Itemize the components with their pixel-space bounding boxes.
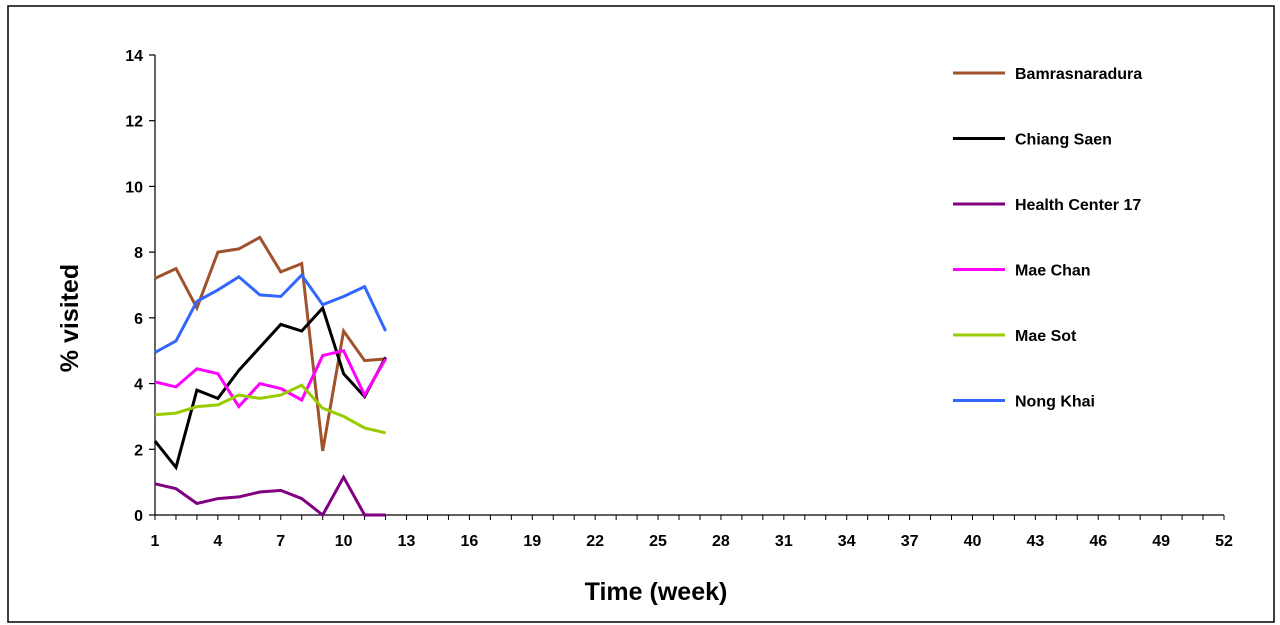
series-layer <box>153 235 387 518</box>
legend-label-nong-khai: Nong Khai <box>1015 394 1095 411</box>
y-axis-title: % visited <box>56 264 84 372</box>
legend-label-bamrasnaradura: Bamrasnaradura <box>1015 66 1142 83</box>
series-line-nong-khai <box>154 272 387 354</box>
chart-border <box>7 5 1275 623</box>
y-tick-label: 8 <box>134 245 143 262</box>
series-line-mae-sot <box>154 383 386 435</box>
x-tick-label: 37 <box>901 533 919 550</box>
legend-label-health-center-17: Health Center 17 <box>1015 197 1141 214</box>
x-axis-title: Time (week) <box>585 578 728 606</box>
x-tick-label: 16 <box>461 533 479 550</box>
legend-label-mae-sot: Mae Sot <box>1015 328 1077 345</box>
y-tick-label: 10 <box>125 179 143 196</box>
x-tick-label: 34 <box>838 533 856 550</box>
x-tick-label: 43 <box>1026 533 1044 550</box>
x-tick-label: 4 <box>213 533 222 550</box>
series-line-bamrasnaradura <box>154 235 386 452</box>
y-tick-label: 12 <box>125 114 143 131</box>
y-tick-label: 14 <box>125 48 143 65</box>
series-line-health-center-17 <box>154 474 386 518</box>
legend: Bamrasnaradura Chiang Saen Health Center 1… <box>953 66 1142 411</box>
x-tick-label: 25 <box>649 533 667 550</box>
legend-label-chiang-saen: Chiang Saen <box>1015 132 1112 149</box>
x-tick-label: 13 <box>398 533 416 550</box>
x-tick-label: 7 <box>276 533 285 550</box>
legend-label-mae-chan: Mae Chan <box>1015 263 1091 280</box>
x-tick-label: 22 <box>586 533 604 550</box>
x-tick-label: 52 <box>1215 533 1233 550</box>
y-tick-label: 2 <box>134 442 143 459</box>
x-tick-label: 31 <box>775 533 793 550</box>
x-tick-label: 49 <box>1152 533 1170 550</box>
y-tick-label: 6 <box>134 311 143 328</box>
y-tick-label: 4 <box>134 377 143 394</box>
x-tick-label: 46 <box>1089 533 1107 550</box>
x-tick-label: 40 <box>964 533 982 550</box>
y-tick-label: 0 <box>134 508 143 525</box>
x-tick-label: 28 <box>712 533 730 550</box>
series-line-mae-chan <box>154 348 387 410</box>
x-tick-label: 1 <box>151 533 160 550</box>
x-tick-label: 19 <box>523 533 541 550</box>
series-line-chiang-saen <box>153 305 387 471</box>
x-tick-label: 10 <box>335 533 353 550</box>
